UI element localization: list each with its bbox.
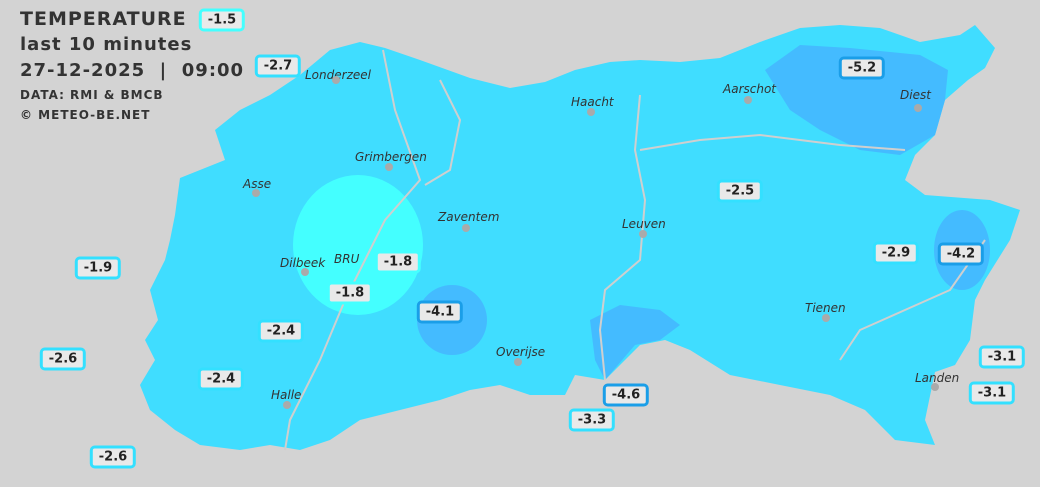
station-temperature-label[interactable]: -3.1 xyxy=(968,381,1016,405)
city-dot xyxy=(639,230,647,238)
cold-zone-south xyxy=(590,305,680,380)
cold-zone-northeast xyxy=(765,45,948,155)
station-temperature-label[interactable]: -2.5 xyxy=(716,179,764,203)
station-temperature-label[interactable]: -2.6 xyxy=(89,445,137,469)
map-title: TEMPERATURE xyxy=(20,8,187,30)
station-temperature-label[interactable]: -4.2 xyxy=(937,242,985,266)
borders xyxy=(284,49,986,451)
data-source: DATA: RMI & BMCB xyxy=(20,88,164,102)
station-temperature-label[interactable]: -2.6 xyxy=(39,347,87,371)
city-label: Aarschot xyxy=(723,82,776,96)
city-dot xyxy=(385,163,393,171)
city-label: BRU xyxy=(334,252,360,266)
city-label: Landen xyxy=(915,371,960,385)
city-dot xyxy=(822,314,830,322)
station-temperature-label[interactable]: -2.9 xyxy=(872,241,920,265)
station-temperature-label[interactable]: -3.3 xyxy=(568,408,616,432)
city-label: Asse xyxy=(243,177,272,191)
station-temperature-label[interactable]: -2.4 xyxy=(197,367,245,391)
city-label: Dilbeek xyxy=(280,256,326,270)
city-dot xyxy=(332,76,340,84)
city-dot xyxy=(462,224,470,232)
station-temperature-label[interactable]: -5.2 xyxy=(838,56,886,80)
station-temperature-label[interactable]: -1.5 xyxy=(198,8,246,32)
map-subtitle: last 10 minutes xyxy=(20,34,193,55)
station-temperature-label[interactable]: -1.8 xyxy=(374,250,422,274)
city-dot xyxy=(914,104,922,112)
station-temperature-label[interactable]: -4.1 xyxy=(416,300,464,324)
city-label: Tienen xyxy=(805,301,846,315)
station-temperature-label[interactable]: -2.7 xyxy=(254,54,302,78)
station-temperature-label[interactable]: -1.9 xyxy=(74,256,122,280)
city-label: Haacht xyxy=(571,95,614,109)
city-label: Diest xyxy=(900,88,931,102)
city-label: Zaventem xyxy=(438,210,500,224)
city-dot xyxy=(252,189,260,197)
city-label: Overijse xyxy=(496,345,546,359)
city-label: Leuven xyxy=(622,217,666,231)
city-label: Grimbergen xyxy=(355,150,427,164)
station-temperature-label[interactable]: -2.4 xyxy=(257,319,305,343)
city-dot xyxy=(283,401,291,409)
map-datetime: 27-12-2025 | 09:00 xyxy=(20,60,245,81)
station-temperature-label[interactable]: -4.6 xyxy=(602,383,650,407)
city-label: Halle xyxy=(271,388,302,402)
city-dot xyxy=(587,108,595,116)
city-label: Londerzeel xyxy=(305,68,371,82)
city-dot xyxy=(301,268,309,276)
station-temperature-label[interactable]: -1.8 xyxy=(326,281,374,305)
city-dot xyxy=(744,96,752,104)
city-dot xyxy=(514,358,522,366)
city-dot xyxy=(931,383,939,391)
station-temperature-label[interactable]: -3.1 xyxy=(978,345,1026,369)
warm-zone-brussels xyxy=(293,175,423,315)
copyright: © METEO-BE.NET xyxy=(20,108,151,122)
province-area xyxy=(140,25,1020,450)
